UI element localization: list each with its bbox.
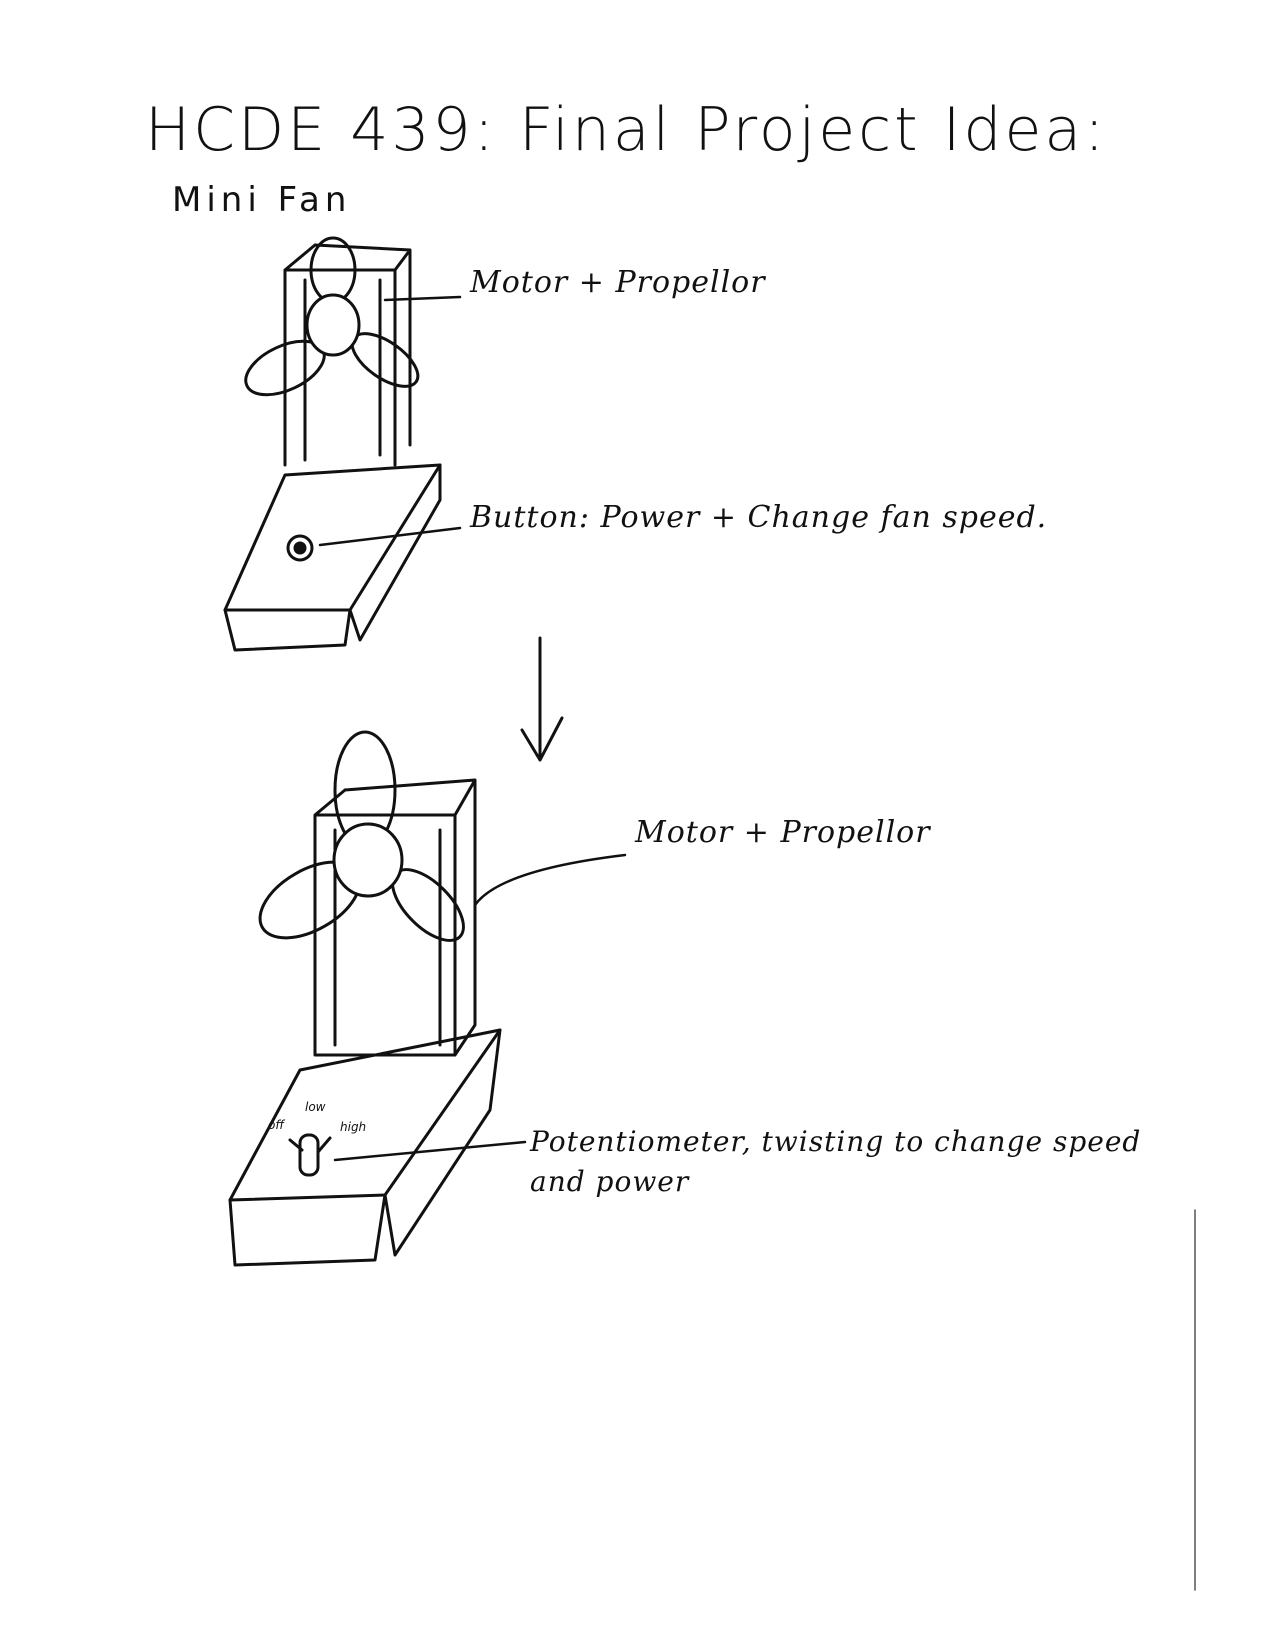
label-potentiometer-line1: Potentiometer, twisting to change speed xyxy=(530,1125,1142,1158)
fan2-base-front xyxy=(228,1028,502,1267)
dial-label-low: low xyxy=(305,1100,326,1114)
fan2-leader-motor xyxy=(473,853,627,907)
label-motor-propellor-1: Motor + Propellor xyxy=(470,265,766,300)
fan2-tower xyxy=(313,778,477,1057)
fan1-leader-motor xyxy=(383,295,462,302)
fan1-tower-inner xyxy=(303,278,382,462)
fan2-base xyxy=(228,1028,502,1202)
page-title: HCDE 439: Final Project Idea: xyxy=(145,95,1108,165)
fan2-propeller xyxy=(258,730,465,942)
fan-sketch-2 xyxy=(228,730,627,1267)
fan1-button-center xyxy=(293,541,307,555)
fan1-propeller xyxy=(244,236,420,397)
fan-sketch-1 xyxy=(223,236,462,652)
label-button: Button: Power + Change fan speed. xyxy=(470,500,1048,535)
fan1-leader-button xyxy=(318,526,462,547)
fan1-base xyxy=(223,463,442,612)
fan1-base-front xyxy=(223,463,442,652)
label-motor-propellor-2: Motor + Propellor xyxy=(635,815,931,850)
label-potentiometer-line2: and power xyxy=(530,1165,690,1198)
fan2-potentiometer-knob xyxy=(288,1133,332,1177)
fan2-leader-pot xyxy=(333,1140,527,1162)
dial-label-off: off xyxy=(268,1118,285,1132)
page-subtitle: Mini Fan xyxy=(172,180,352,220)
fan1-button xyxy=(286,534,314,562)
dial-label-high: high xyxy=(340,1120,367,1134)
fan1-tower xyxy=(283,243,412,467)
transition-arrow xyxy=(520,636,564,762)
